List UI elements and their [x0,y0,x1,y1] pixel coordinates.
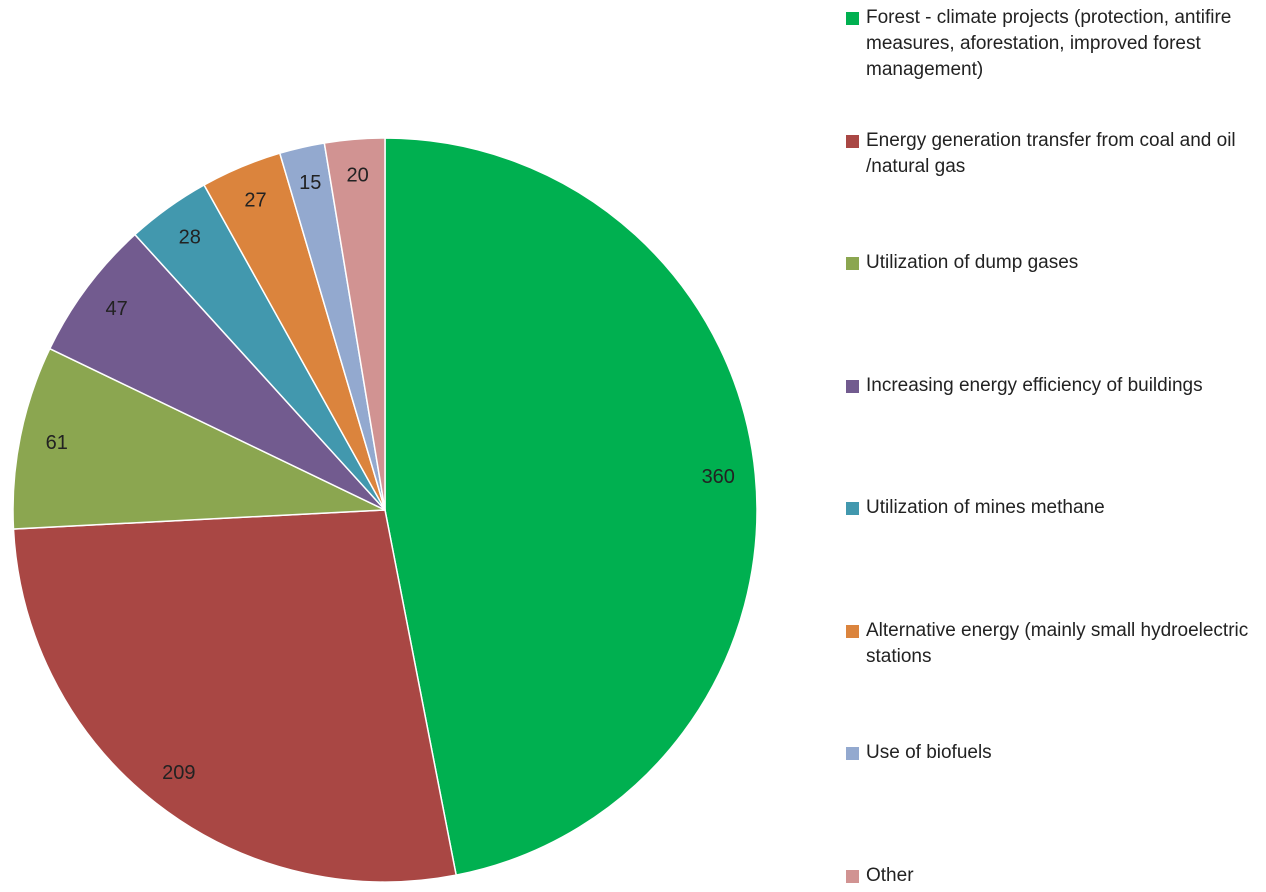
legend-swatch [846,747,859,760]
legend-item: Energy generation transfer from coal and… [846,128,1266,180]
legend-item: Forest - climate projects (protection, a… [846,5,1266,83]
pie-slice [323,137,386,511]
legend-item: Use of biofuels [846,740,1266,766]
legend-swatch [846,134,859,148]
legend-swatch [846,257,859,270]
legend-label: Other [866,864,914,886]
legend-swatch [846,379,859,393]
legend-item: Other [846,863,1266,889]
legend-swatch [846,502,859,515]
chart: 360 209 61 47 28 27 15 20 [12,137,758,883]
data-label: 209 [162,762,195,784]
pie-slice [384,137,758,877]
legend-label: Increasing energy efficiency of building… [866,374,1203,396]
legend-label: Energy generation transfer from coal and… [866,129,1236,177]
legend-swatch [846,624,859,638]
data-label: 28 [179,226,201,248]
data-label: 47 [106,298,128,320]
legend-item: Increasing energy efficiency of building… [846,373,1266,399]
data-label: 15 [299,172,321,194]
pie-slice [12,347,386,530]
legend-swatch [846,12,859,25]
data-label: 360 [702,466,735,488]
legend-label: Utilization of dump gases [866,252,1079,273]
data-label: 20 [346,165,368,187]
legend-item: Alternative energy (mainly small hydroel… [846,618,1266,670]
pie-slice [12,509,458,883]
legend-label: Utilization of mines methane [866,497,1105,518]
legend-label: Forest - climate projects (protection, a… [866,7,1232,80]
legend-swatch [846,869,859,883]
data-label: 61 [46,432,68,454]
legend-item: Utilization of mines methane [846,495,1266,521]
legend-label: Use of biofuels [866,742,992,763]
legend-item: Utilization of dump gases [846,250,1266,276]
legend-label: Alternative energy (mainly small hydroel… [866,619,1249,667]
data-label: 27 [244,190,266,212]
pie-slice [48,233,386,511]
